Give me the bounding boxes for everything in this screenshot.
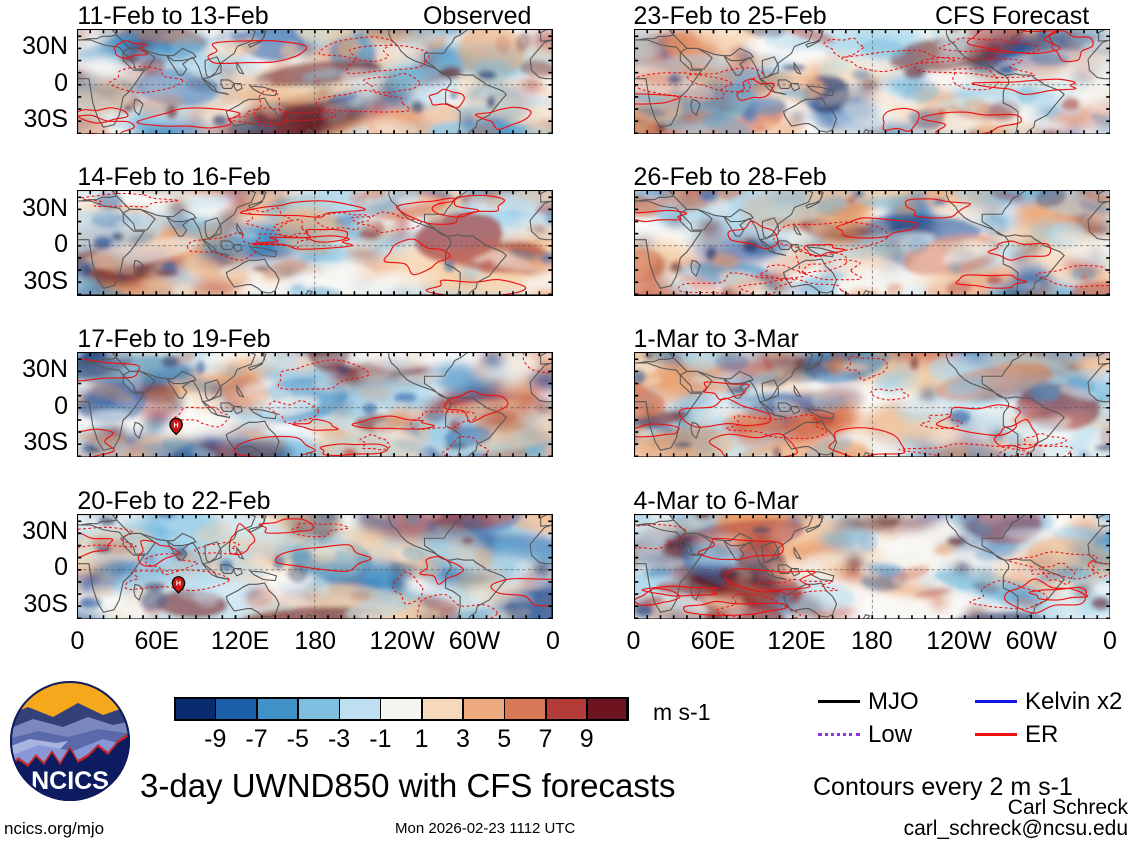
svg-text:H: H — [174, 421, 179, 429]
svg-text:H: H — [176, 579, 181, 587]
svg-text:NCICS: NCICS — [31, 767, 109, 795]
